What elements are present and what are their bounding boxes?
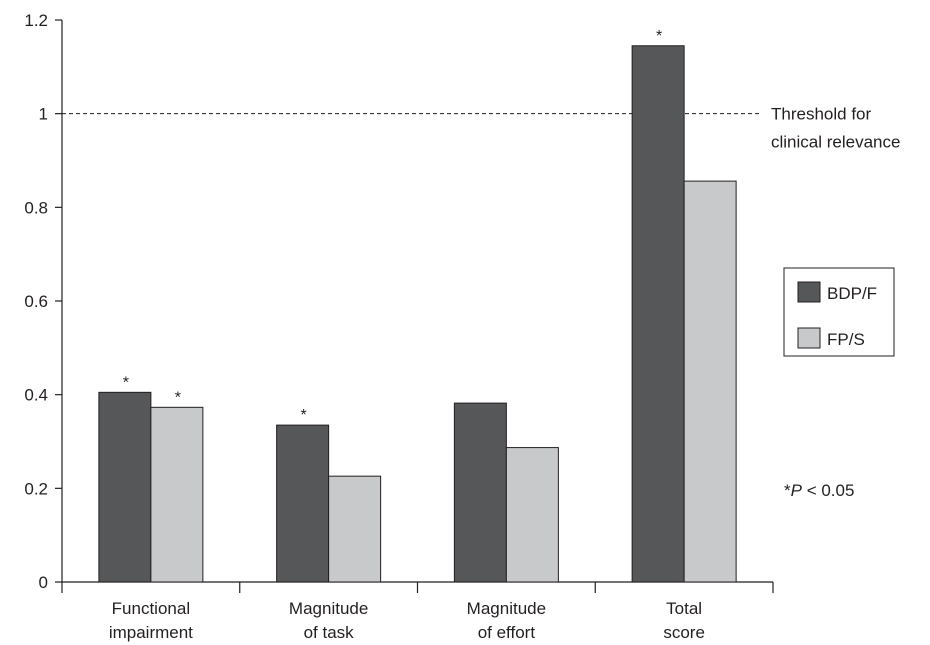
bar-FP/S	[683, 180, 737, 583]
significance-star: *	[123, 374, 129, 391]
x-category-label-line2: impairment	[109, 623, 193, 642]
y-tick-label: 1	[39, 105, 48, 124]
significance-star: *	[175, 389, 181, 406]
significance-footnote: *P < 0.05	[784, 481, 854, 501]
threshold-label-line2: clinical relevance	[771, 133, 900, 152]
footnote-p: P	[790, 481, 802, 500]
x-category-label-line1: Magnitude	[467, 599, 546, 618]
bar-BDP/F	[631, 45, 685, 583]
x-category-label-line2: score	[663, 623, 705, 642]
bar-BDP/F	[276, 424, 330, 583]
legend-label: BDP/F	[827, 284, 877, 303]
bar-BDP/F	[98, 391, 152, 583]
y-tick-label: 0.4	[24, 386, 48, 405]
x-category-label-line2: of effort	[478, 623, 536, 642]
bar-FP/S	[328, 475, 382, 583]
significance-star: *	[656, 28, 662, 45]
significance-star: *	[301, 407, 307, 424]
y-tick-label: 1.2	[24, 11, 48, 30]
legend-swatch	[797, 327, 821, 349]
bar-FP/S	[505, 447, 559, 583]
x-category-label-line1: Functional	[112, 599, 190, 618]
y-tick-label: 0.8	[24, 198, 48, 217]
threshold-label-line1: Threshold for	[771, 105, 871, 124]
x-category-label-line1: Total	[666, 599, 702, 618]
x-category-label-line2: of task	[304, 623, 355, 642]
footnote-suffix: < 0.05	[801, 481, 855, 500]
legend-swatch	[797, 281, 821, 303]
x-category-label-line1: Magnitude	[289, 599, 368, 618]
footnote-prefix: *	[784, 481, 791, 500]
y-tick-label: 0.2	[24, 479, 48, 498]
bar-BDP/F	[453, 402, 507, 583]
legend-label: FP/S	[827, 330, 865, 349]
bar-FP/S	[150, 406, 204, 583]
y-tick-label: 0	[39, 573, 48, 592]
y-tick-label: 0.6	[24, 292, 48, 311]
